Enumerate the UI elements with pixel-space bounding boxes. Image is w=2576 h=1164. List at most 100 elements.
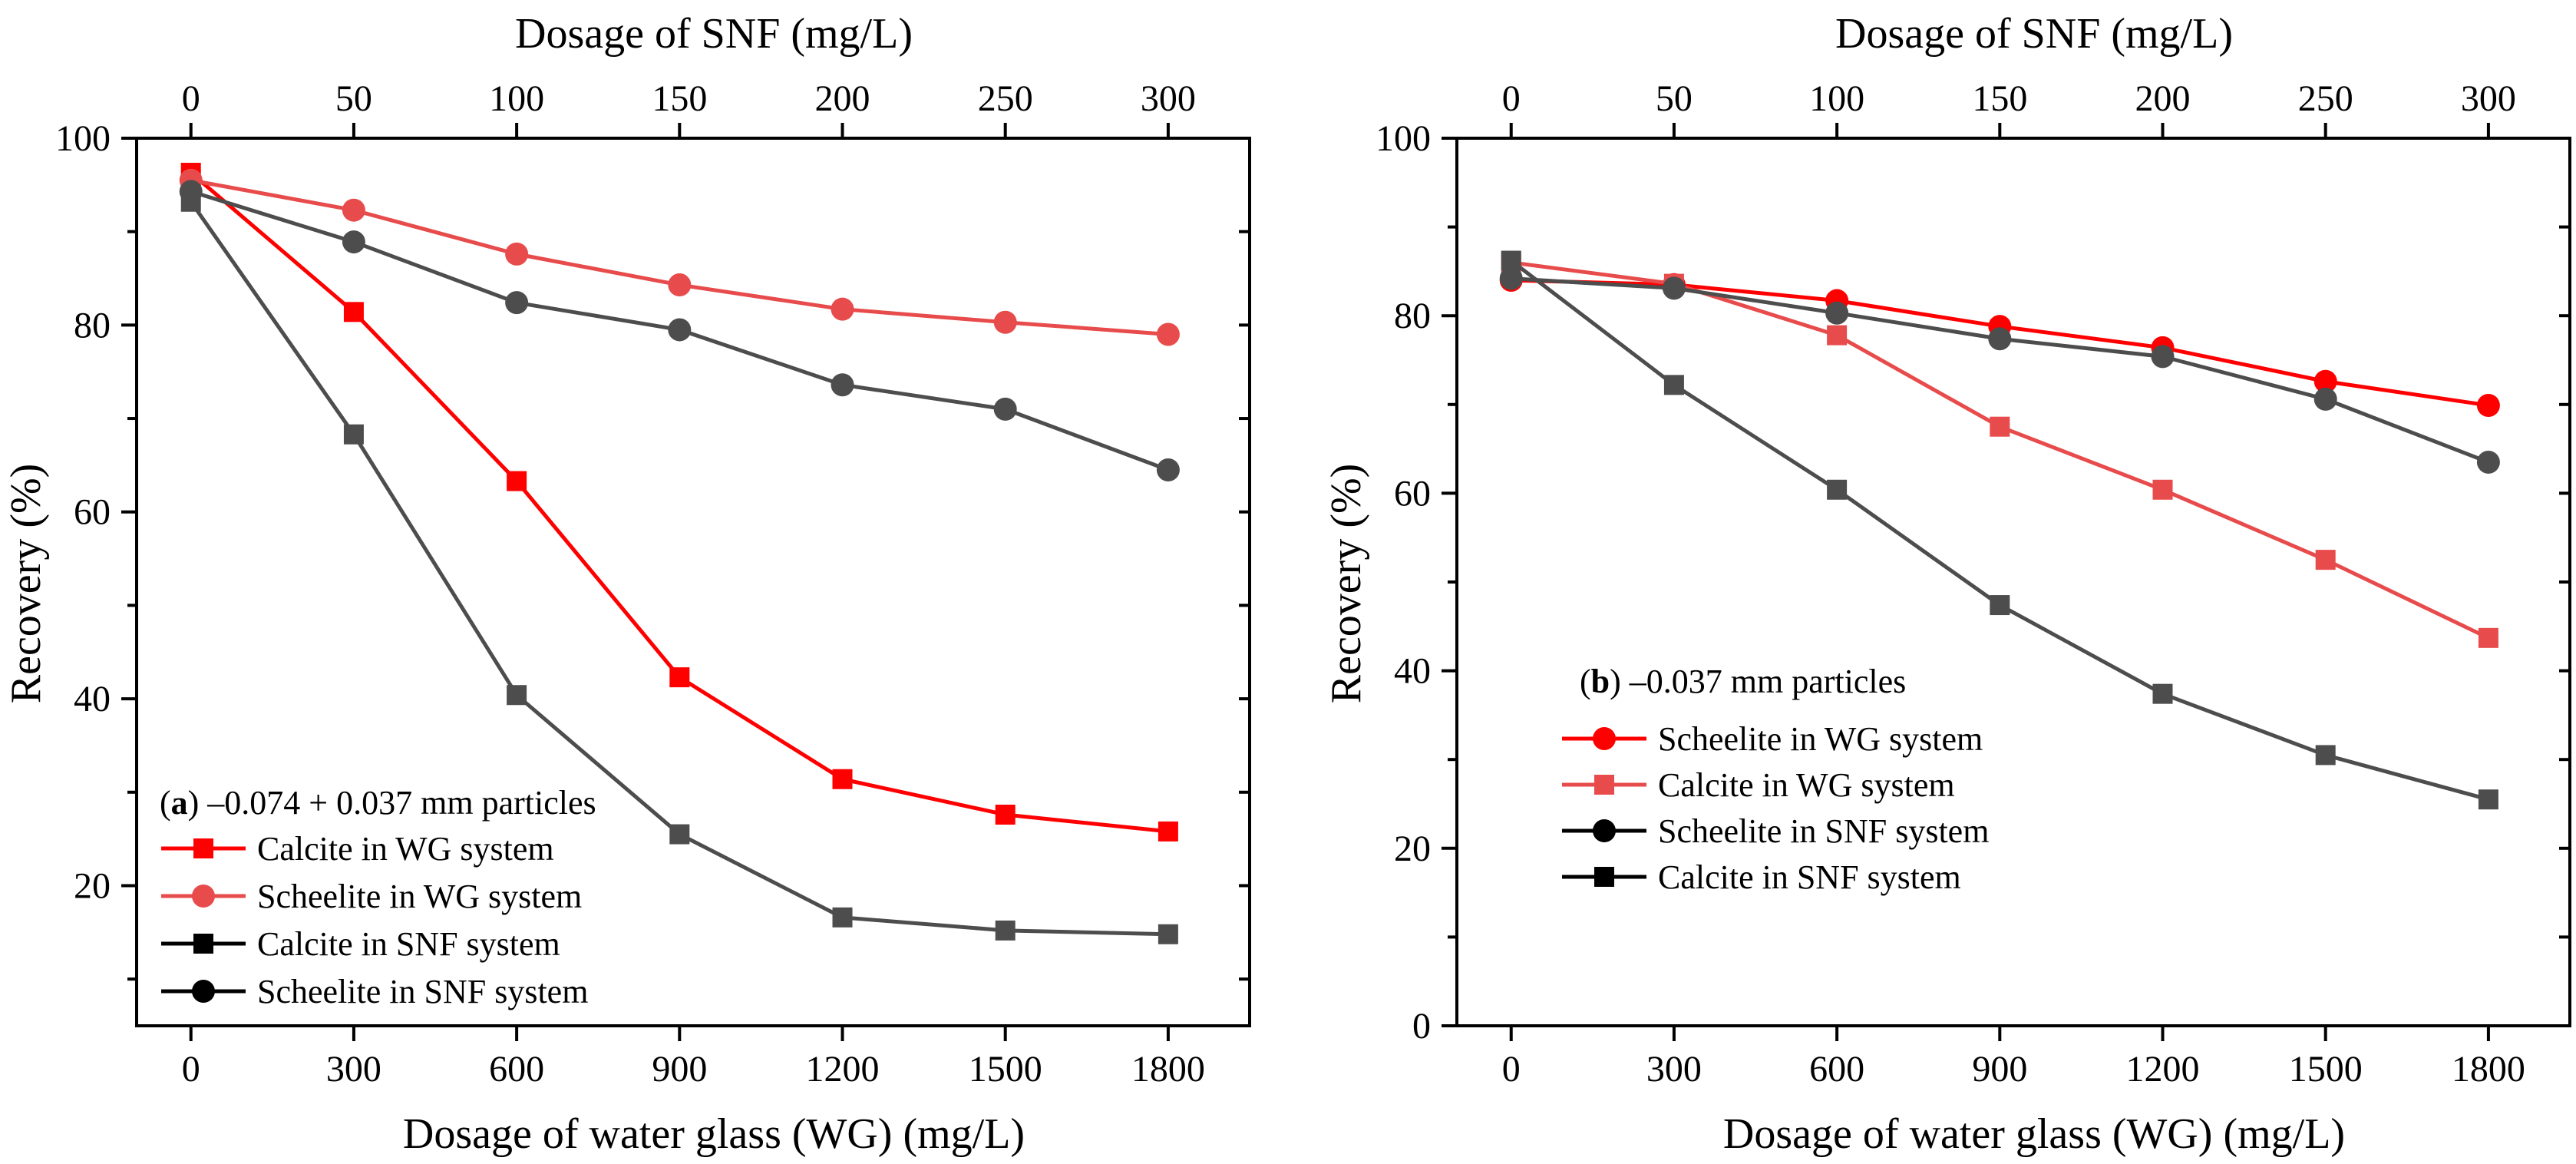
panel-b-series-3-point: [2152, 683, 2173, 704]
panel-b-x-tick-label: 0: [1502, 1049, 1521, 1090]
panel-b-series: [1499, 250, 2500, 810]
panel-a-legend-label: Scheelite in SNF system: [257, 973, 588, 1010]
panel-a-y-tick-label: 20: [74, 865, 111, 906]
panel-b-series-1-point: [1990, 416, 2010, 437]
panel-b-series-3-point: [2315, 745, 2336, 766]
panel-b-series-3-point: [1663, 375, 1684, 395]
panel-a-series: [179, 163, 1180, 944]
panel-a-x-tick-label: 600: [489, 1049, 544, 1090]
panel-b-top-tick-label: 250: [2298, 78, 2353, 119]
panel-b-annotation-letter: b: [1591, 663, 1610, 700]
panel-a-series-2-point: [832, 907, 853, 928]
panel-a-series-3-point: [342, 230, 365, 254]
panel-a-series-0-point: [343, 302, 364, 322]
panel-b-x-tick-label: 1500: [2289, 1049, 2363, 1090]
panel-b-bottom-axis-title: Dosage of water glass (WG) (mg/L): [1723, 1110, 2345, 1158]
panel-a-y-tick-label: 80: [74, 305, 111, 346]
panel-a-bottom-axis-title: Dosage of water glass (WG) (mg/L): [403, 1110, 1025, 1158]
panel-b-series-3-point: [2478, 789, 2498, 810]
panel-b-series-1-point: [2315, 550, 2336, 570]
panel-b-x-tick-label: 900: [1972, 1049, 2027, 1090]
panel-a-series-1-point: [342, 198, 365, 222]
panel-a-top-axis-title: Dosage of SNF (mg/L): [515, 10, 913, 58]
panel-a-legend-label: Calcite in WG system: [257, 830, 554, 868]
panel-b-x-tick-label: 600: [1809, 1049, 1864, 1090]
panel-b-legend-label: Calcite in WG system: [1658, 766, 1955, 804]
panel-a-top-tick-label: 250: [978, 78, 1033, 119]
panel-a-series-3-point: [179, 180, 203, 203]
panel-a-y-tick-label: 100: [55, 118, 111, 159]
panel-a-legend-marker: [193, 838, 213, 858]
panel-b-y-tick-label: 20: [1394, 828, 1431, 869]
panel-a-series-2-point: [507, 685, 527, 706]
panel-a-series-0-point: [507, 471, 527, 491]
panel-a-series-2-point: [343, 424, 364, 445]
panel-b-legend-label: Scheelite in WG system: [1658, 720, 1983, 758]
panel-b-annotation: (b) –0.037 mm particles: [1580, 663, 1906, 700]
panel-b-series-2-point: [1499, 266, 1523, 290]
panel-b-series-2-point: [2151, 345, 2175, 369]
panel-b-top-tick-label: 200: [2135, 78, 2191, 119]
panel-b-series-0-point: [2313, 369, 2337, 393]
panel-b-series-2-point: [2476, 450, 2500, 474]
panel-a-legend-marker: [192, 980, 215, 1003]
panel-b-y-tick-label: 60: [1394, 473, 1431, 514]
panel-b-top-tick-label: 0: [1502, 78, 1521, 119]
panel-b-ticks: 0030050600100900150120020015002501800300…: [1376, 78, 2570, 1090]
panel-b-top-tick-label: 50: [1656, 78, 1693, 119]
panel-b-series-1-point: [2152, 479, 2173, 500]
panel-a-series-1-point: [993, 310, 1017, 334]
panel-b-series-3-point: [1990, 595, 2010, 616]
panel-b-series-2-point: [1662, 276, 1686, 300]
panel-b-series-0-point: [2476, 393, 2500, 417]
panel-a-x-tick-label: 1800: [1131, 1049, 1205, 1090]
panel-a-series-1-point: [1156, 322, 1180, 346]
panel-b-top-tick-label: 300: [2461, 78, 2516, 119]
panel-a-top-tick-label: 100: [489, 78, 544, 119]
panel-a-annotation-text: ) –0.074 + 0.037 mm particles: [188, 784, 596, 822]
panel-b-legend-items: Scheelite in WG system Calcite in WG syst…: [1562, 720, 1989, 896]
panel-b-top-axis-title: Dosage of SNF (mg/L): [1835, 10, 2233, 58]
panel-b: Dosage of SNF (mg/L) Dosage of water gla…: [1323, 10, 2571, 1158]
panel-a-series-0-point: [1158, 821, 1178, 842]
panel-b-x-tick-label: 300: [1646, 1049, 1702, 1090]
panel-a-legend-items: Calcite in WG system Scheelite in WG syst…: [161, 830, 588, 1010]
panel-a-series-1-point: [831, 297, 854, 321]
panel-b-y-tick-label: 40: [1394, 651, 1431, 692]
panel-b-y-tick-label: 80: [1394, 296, 1431, 336]
panel-b-series-3-point: [1501, 250, 1521, 271]
panel-b-x-tick-label: 1800: [2452, 1049, 2525, 1090]
panel-b-top-tick-label: 100: [1809, 78, 1864, 119]
panel-a-series-0-point: [832, 769, 853, 789]
panel-a-series-3-point: [993, 397, 1017, 421]
panel-a-series-3-point: [1156, 458, 1180, 481]
panel-b-x-tick-label: 1200: [2126, 1049, 2200, 1090]
panel-b-legend-marker: [1594, 867, 1614, 887]
panel-a-legend: (a) –0.074 + 0.037 mm particles Calcite …: [160, 784, 596, 1010]
panel-b-y-axis-title: Recovery (%): [1323, 464, 1370, 704]
panel-a-annotation-open: (: [160, 784, 171, 822]
panel-a-series-0-point: [995, 804, 1016, 825]
panel-b-y-tick-label: 100: [1376, 118, 1431, 159]
panel-b-series-2-point: [1825, 301, 1849, 325]
panel-b-y-tick-label: 0: [1412, 1006, 1431, 1047]
panel-a-plot-frame: [135, 137, 1251, 1027]
panel-a-series-3-point: [831, 373, 854, 397]
panel-b-top-tick-label: 150: [1972, 78, 2027, 119]
panel-a-series-2-point: [995, 920, 1016, 941]
panel-b-series-1-point: [2478, 627, 2498, 648]
panel-a-series-2-point: [669, 824, 690, 845]
panel-a-legend-label: Calcite in SNF system: [257, 925, 560, 963]
panel-a-x-tick-label: 0: [182, 1049, 200, 1090]
panel-b-legend-label: Calcite in SNF system: [1658, 858, 1961, 896]
panel-a-series-3-point: [505, 291, 529, 315]
panel-a-legend-marker: [192, 885, 215, 908]
panel-a-x-tick-label: 900: [652, 1049, 707, 1090]
panel-a-top-tick-label: 200: [815, 78, 870, 119]
panel-b-series-3-point: [1827, 479, 1848, 500]
panel-a-legend-label: Scheelite in WG system: [257, 878, 582, 915]
panel-b-legend-marker: [1593, 819, 1616, 842]
panel-a-x-tick-label: 300: [326, 1049, 381, 1090]
panel-b-series-2-point: [2313, 387, 2337, 411]
